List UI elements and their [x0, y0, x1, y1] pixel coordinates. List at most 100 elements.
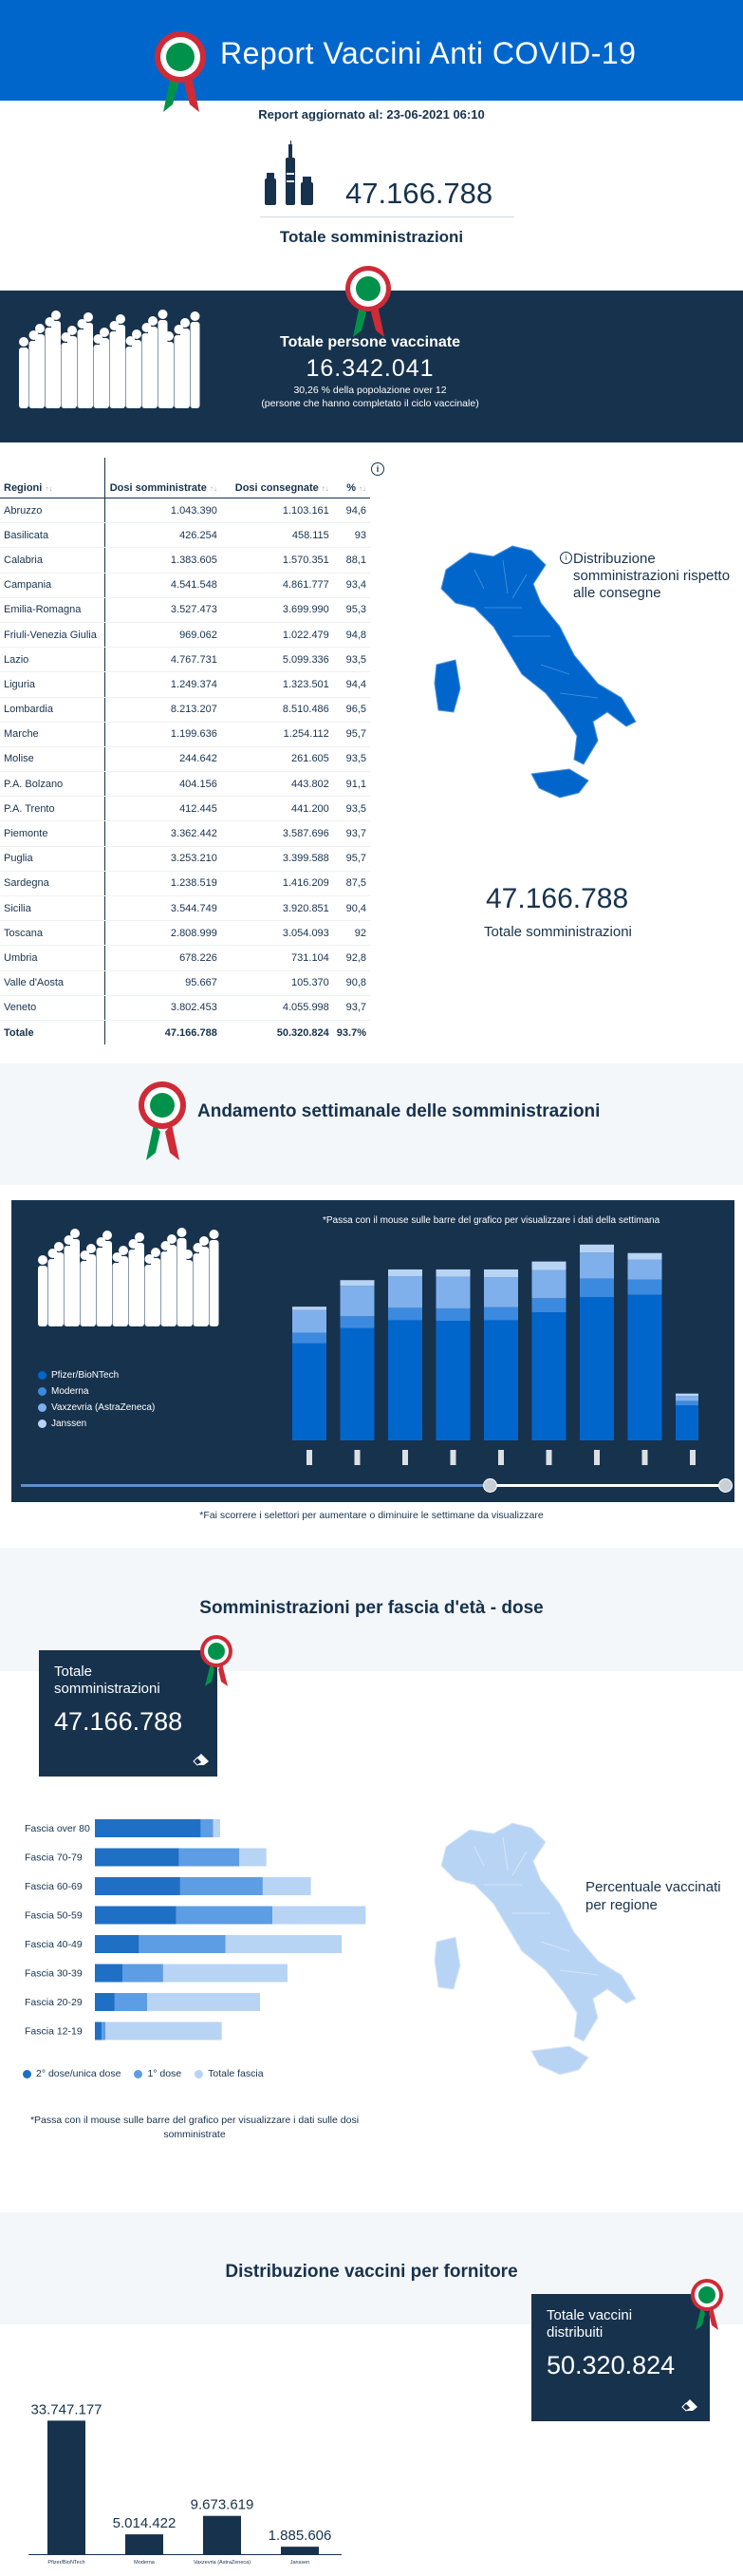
- age-bar-segment[interactable]: [176, 1906, 273, 1925]
- table-row[interactable]: Abruzzo 1.043.390 1.103.161 94,6: [0, 498, 370, 524]
- column-header-dosi-somministrate[interactable]: Dosi somministrate ↑↓: [104, 458, 221, 498]
- supplier-bar[interactable]: [203, 2515, 241, 2554]
- age-bar-segment[interactable]: [200, 1819, 214, 1837]
- column-header-dosi-consegnate[interactable]: Dosi consegnate ↑↓: [220, 458, 333, 498]
- weekly-bar-segment[interactable]: [484, 1277, 518, 1307]
- eraser-icon[interactable]: [681, 2398, 698, 2412]
- age-bar-segment[interactable]: [225, 1935, 343, 1953]
- age-bar-segment[interactable]: [95, 1935, 139, 1953]
- age-bar-segment[interactable]: [95, 2021, 102, 2040]
- weekly-bar-segment[interactable]: [388, 1276, 422, 1308]
- age-bar-segment[interactable]: [147, 1993, 260, 2011]
- weekly-bar-segment[interactable]: [388, 1320, 422, 1440]
- weekly-bar-segment[interactable]: [436, 1321, 471, 1440]
- eraser-icon[interactable]: [193, 1753, 210, 1766]
- age-bar-segment[interactable]: [239, 1848, 267, 1867]
- weekly-bar-segment[interactable]: [388, 1269, 422, 1277]
- slider-handle-right[interactable]: [718, 1478, 733, 1493]
- weekly-bar-segment[interactable]: [388, 1307, 422, 1321]
- supplier-bar-chart[interactable]: 33.747.177 Pfizer/BioNTech 5.014.422 Modern…: [28, 2393, 342, 2576]
- age-bar-segment[interactable]: [95, 1877, 180, 1895]
- age-bar-segment[interactable]: [272, 1906, 366, 1925]
- table-row[interactable]: Emilia-Romagna 3.527.473 3.699.990 95,3: [0, 597, 370, 623]
- table-row[interactable]: P.A. Bolzano 404.156 443.802 91,1: [0, 771, 370, 798]
- table-row[interactable]: Molise 244.642 261.605 93,5: [0, 746, 370, 773]
- age-bar-segment[interactable]: [95, 1819, 201, 1837]
- supplier-bar[interactable]: [125, 2534, 163, 2554]
- age-bar-segment[interactable]: [114, 1993, 148, 2011]
- table-row[interactable]: Toscana 2.808.999 3.054.093 92: [0, 920, 370, 947]
- weekly-bar-segment[interactable]: [292, 1309, 326, 1333]
- weekly-bar-segment[interactable]: [340, 1316, 375, 1328]
- weekly-bar-segment[interactable]: [531, 1269, 567, 1299]
- age-bar-segment[interactable]: [213, 1819, 220, 1837]
- table-row[interactable]: Lazio 4.767.731 5.099.336 93,5: [0, 647, 370, 673]
- weekly-bar-segment[interactable]: [484, 1269, 518, 1278]
- weekly-bar-segment[interactable]: [436, 1307, 471, 1322]
- weekly-bar-segment[interactable]: [531, 1261, 567, 1270]
- weekly-bar-segment[interactable]: [627, 1294, 662, 1440]
- weekly-bar-segment[interactable]: [340, 1327, 375, 1440]
- weekly-bar-segment[interactable]: [676, 1405, 698, 1440]
- table-row[interactable]: P.A. Trento 412.445 441.200 93,5: [0, 796, 370, 822]
- slider-handle-left[interactable]: [483, 1478, 497, 1493]
- table-row[interactable]: Calabria 1.383.605 1.570.351 88,1: [0, 547, 370, 573]
- info-icon[interactable]: i: [560, 552, 572, 564]
- age-bar-segment[interactable]: [162, 1964, 288, 1983]
- weekly-bar-segment[interactable]: [292, 1343, 326, 1440]
- supplier-bar[interactable]: [47, 2420, 85, 2554]
- age-bar-segment[interactable]: [102, 2021, 106, 2040]
- table-row[interactable]: Umbria 678.226 731.104 92,8: [0, 945, 370, 971]
- age-bar-segment[interactable]: [95, 1848, 179, 1867]
- sort-icon[interactable]: ↑↓: [45, 484, 53, 493]
- age-bar-segment[interactable]: [105, 2021, 222, 2040]
- info-icon[interactable]: i: [371, 462, 384, 476]
- weekly-bar-segment[interactable]: [531, 1298, 567, 1313]
- age-bar-segment[interactable]: [95, 1993, 115, 2011]
- column-header-regioni[interactable]: Regioni ↑↓: [0, 458, 105, 498]
- weekly-bar-segment[interactable]: [676, 1401, 698, 1406]
- age-bar-segment[interactable]: [262, 1877, 311, 1895]
- table-row[interactable]: Friuli-Venezia Giulia 969.062 1.022.479 94,…: [0, 622, 370, 649]
- sort-icon[interactable]: ↑↓: [321, 484, 329, 493]
- table-row[interactable]: Valle d'Aosta 95.667 105.370 90,8: [0, 970, 370, 996]
- table-row[interactable]: Puglia 3.253.210 3.399.588 95,7: [0, 846, 370, 872]
- weekly-bar-segment[interactable]: [627, 1279, 662, 1295]
- weekly-bar-segment[interactable]: [580, 1278, 614, 1298]
- table-row[interactable]: Campania 4.541.548 4.861.777 93,4: [0, 573, 370, 598]
- table-row[interactable]: Liguria 1.249.374 1.323.501 94,4: [0, 671, 370, 698]
- age-bar-segment[interactable]: [122, 1964, 163, 1983]
- weekly-bar-segment[interactable]: [580, 1297, 614, 1440]
- table-row[interactable]: Piemonte 3.362.442 3.587.696 93,7: [0, 820, 370, 847]
- weekly-bar-segment[interactable]: [292, 1332, 326, 1344]
- age-bar-chart[interactable]: Fascia over 80 Fascia 70-79 Fascia 60-69 Fa…: [19, 1810, 380, 2047]
- weekly-bar-segment[interactable]: [340, 1280, 375, 1287]
- weekly-bar-segment[interactable]: [484, 1320, 518, 1440]
- italy-map-distribution[interactable]: [418, 532, 645, 826]
- supplier-bar[interactable]: [281, 2547, 319, 2554]
- age-bar-segment[interactable]: [139, 1935, 226, 1953]
- weekly-bar-segment[interactable]: [676, 1393, 698, 1397]
- table-row[interactable]: Lombardia 8.213.207 8.510.486 96,5: [0, 697, 370, 723]
- table-row[interactable]: Marche 1.199.636 1.254.112 95,7: [0, 722, 370, 747]
- weekly-bar-segment[interactable]: [580, 1252, 614, 1279]
- sort-icon[interactable]: ↑↓: [209, 484, 217, 493]
- weekly-bar-segment[interactable]: [580, 1244, 614, 1253]
- age-bar-segment[interactable]: [179, 1877, 263, 1895]
- weekly-bar-chart[interactable]: [281, 1240, 698, 1477]
- sort-icon[interactable]: ↑↓: [359, 484, 366, 493]
- weekly-bar-segment[interactable]: [627, 1259, 662, 1280]
- table-row[interactable]: Basilicata 426.254 458.115 93: [0, 522, 370, 549]
- weekly-bar-segment[interactable]: [436, 1276, 471, 1308]
- table-row[interactable]: Veneto 3.802.453 4.055.998 93,7: [0, 995, 370, 1021]
- weekly-bar-segment[interactable]: [484, 1307, 518, 1321]
- weekly-bar-segment[interactable]: [627, 1252, 662, 1260]
- table-row[interactable]: Sicilia 3.544.749 3.920.851 90,4: [0, 895, 370, 922]
- age-bar-segment[interactable]: [95, 1964, 122, 1983]
- table-row[interactable]: Sardegna 1.238.519 1.416.209 87,5: [0, 871, 370, 897]
- weekly-bar-segment[interactable]: [676, 1396, 698, 1401]
- age-bar-segment[interactable]: [95, 1906, 176, 1925]
- weekly-bar-segment[interactable]: [292, 1307, 326, 1310]
- weekly-bar-segment[interactable]: [340, 1286, 375, 1317]
- column-header-percent[interactable]: % ↑↓: [332, 458, 370, 498]
